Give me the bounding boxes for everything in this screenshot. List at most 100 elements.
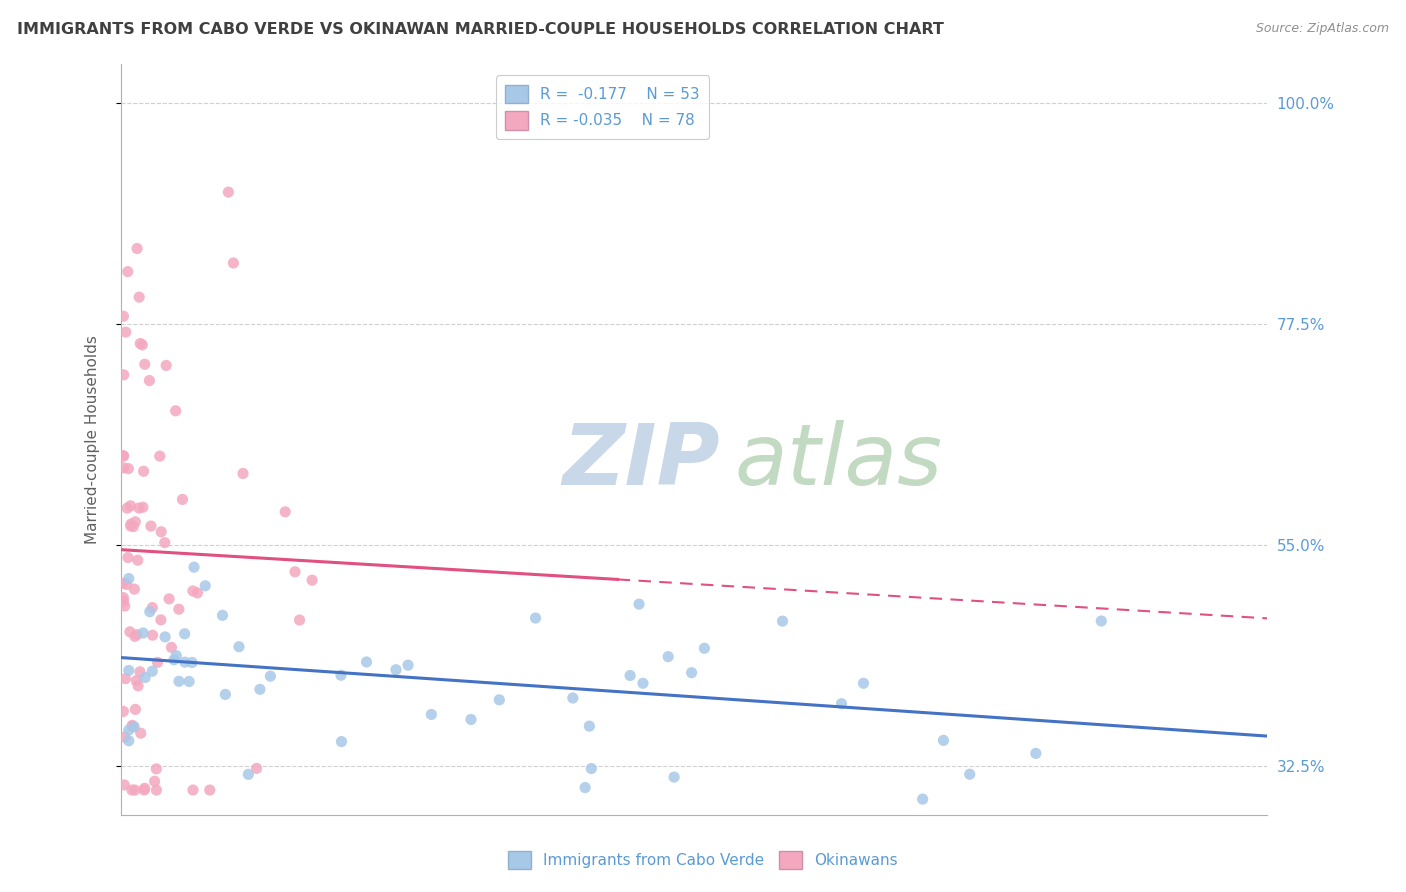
Point	[129, 726, 152, 740]
Point	[214, 687, 236, 701]
Point	[121, 783, 143, 797]
Point	[173, 655, 195, 669]
Point	[112, 591, 135, 605]
Point	[153, 535, 176, 549]
Point	[146, 656, 169, 670]
Point	[131, 338, 153, 352]
Point	[932, 733, 955, 747]
Point	[118, 723, 141, 737]
Point	[120, 499, 142, 513]
Point	[172, 492, 194, 507]
Point	[132, 626, 155, 640]
Point	[155, 359, 177, 373]
Point	[114, 599, 136, 613]
Point	[128, 501, 150, 516]
Point	[274, 505, 297, 519]
Point	[124, 702, 146, 716]
Point	[157, 591, 180, 606]
Point	[574, 780, 596, 795]
Point	[120, 516, 142, 531]
Point	[911, 792, 934, 806]
Point	[125, 673, 148, 688]
Point	[134, 783, 156, 797]
Point	[124, 629, 146, 643]
Point	[115, 501, 138, 516]
Text: atlas: atlas	[734, 420, 942, 503]
Text: Source: ZipAtlas.com: Source: ZipAtlas.com	[1256, 22, 1389, 36]
Point	[112, 449, 135, 463]
Point	[181, 783, 204, 797]
Point	[118, 733, 141, 747]
Point	[124, 582, 146, 596]
Point	[124, 515, 146, 529]
Point	[112, 310, 135, 324]
Point	[356, 655, 378, 669]
Point	[578, 719, 600, 733]
Point	[959, 767, 981, 781]
Point	[134, 781, 156, 796]
Text: ZIP: ZIP	[562, 420, 720, 503]
Point	[165, 648, 187, 663]
Point	[139, 605, 162, 619]
Point	[143, 774, 166, 789]
Point	[259, 669, 281, 683]
Point	[117, 461, 139, 475]
Legend: Immigrants from Cabo Verde, Okinawans: Immigrants from Cabo Verde, Okinawans	[502, 845, 904, 875]
Point	[115, 577, 138, 591]
Point	[1025, 747, 1047, 761]
Point	[134, 357, 156, 371]
Point	[693, 641, 716, 656]
Point	[114, 325, 136, 339]
Point	[1090, 614, 1112, 628]
Point	[167, 674, 190, 689]
Point	[211, 608, 233, 623]
Point	[134, 671, 156, 685]
Point	[153, 630, 176, 644]
Text: IMMIGRANTS FROM CABO VERDE VS OKINAWAN MARRIED-COUPLE HOUSEHOLDS CORRELATION CHA: IMMIGRANTS FROM CABO VERDE VS OKINAWAN M…	[17, 22, 943, 37]
Point	[217, 185, 239, 199]
Point	[122, 519, 145, 533]
Point	[122, 720, 145, 734]
Point	[125, 242, 148, 256]
Point	[141, 600, 163, 615]
Point	[117, 264, 139, 278]
Point	[120, 519, 142, 533]
Point	[183, 560, 205, 574]
Point	[186, 586, 208, 600]
Point	[139, 519, 162, 533]
Point	[181, 583, 204, 598]
Point	[238, 767, 260, 781]
Point	[330, 668, 353, 682]
Point	[128, 290, 150, 304]
Point	[460, 713, 482, 727]
Point	[124, 783, 146, 797]
Legend: R =  -0.177    N = 53, R = -0.035    N = 78: R = -0.177 N = 53, R = -0.035 N = 78	[496, 76, 709, 138]
Point	[112, 594, 135, 608]
Point	[114, 672, 136, 686]
Point	[112, 461, 135, 475]
Point	[138, 374, 160, 388]
Point	[129, 336, 152, 351]
Point	[132, 500, 155, 515]
Point	[173, 627, 195, 641]
Point	[284, 565, 307, 579]
Point	[145, 783, 167, 797]
Point	[132, 464, 155, 478]
Point	[145, 762, 167, 776]
Point	[141, 664, 163, 678]
Point	[117, 550, 139, 565]
Point	[114, 730, 136, 744]
Point	[619, 668, 641, 682]
Point	[112, 368, 135, 382]
Point	[831, 697, 853, 711]
Point	[121, 720, 143, 734]
Point	[198, 783, 221, 797]
Point	[165, 404, 187, 418]
Point	[129, 665, 152, 679]
Point	[420, 707, 443, 722]
Point	[657, 649, 679, 664]
Point	[232, 467, 254, 481]
Point	[385, 663, 408, 677]
Point	[112, 576, 135, 591]
Point	[118, 624, 141, 639]
